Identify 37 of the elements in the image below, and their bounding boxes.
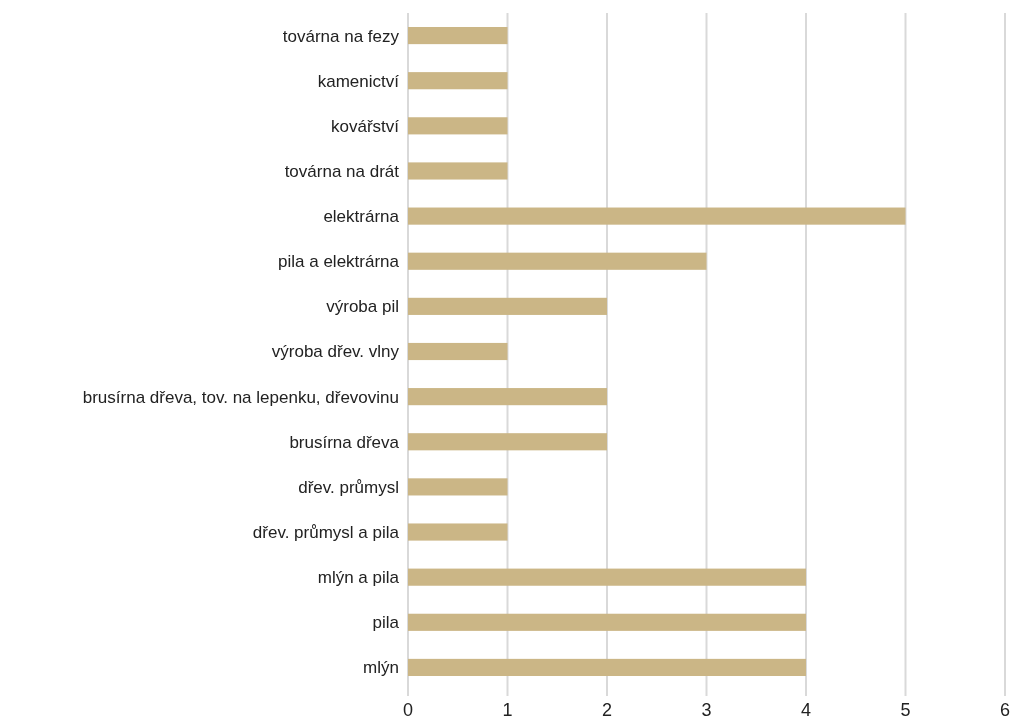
y-tick-label: elektrárna bbox=[323, 207, 400, 227]
y-tick-label: výroba dřev. vlny bbox=[271, 342, 400, 362]
y-tick-label: kovářství bbox=[330, 116, 400, 136]
x-tick-label: 6 bbox=[999, 700, 1011, 717]
y-tick-label: pila bbox=[372, 613, 400, 633]
x-tick-label: 0 bbox=[402, 700, 414, 717]
bar bbox=[408, 162, 508, 180]
bar bbox=[408, 658, 806, 677]
bar bbox=[408, 252, 707, 270]
y-tick-label: dřev. průmysl a pila bbox=[252, 522, 400, 542]
x-tick-label: 1 bbox=[502, 700, 513, 717]
y-tick-label: kamenictví bbox=[317, 71, 400, 91]
y-tick-label: výroba pil bbox=[326, 297, 399, 317]
x-tick-label: 4 bbox=[800, 700, 812, 717]
x-tick-label: 2 bbox=[601, 700, 613, 717]
bar bbox=[408, 568, 806, 586]
bar bbox=[408, 613, 806, 631]
y-tick-label: brusírna dřeva, tov. na lepenku, dřevovinu bbox=[82, 387, 399, 407]
bar bbox=[408, 388, 607, 406]
y-tick-label: mlýn bbox=[363, 658, 399, 678]
x-tick-label: 3 bbox=[701, 700, 712, 717]
bar bbox=[408, 297, 607, 315]
y-tick-label: mlýn a pila bbox=[317, 568, 400, 588]
y-tick-label: pila a elektrárna bbox=[278, 252, 400, 272]
y-tick-label: továrna na fezy bbox=[282, 26, 400, 46]
bar bbox=[408, 26, 508, 45]
bar bbox=[408, 478, 508, 496]
y-tick-label: brusírna dřeva bbox=[289, 432, 400, 452]
bar bbox=[408, 523, 508, 541]
bar bbox=[408, 72, 508, 90]
x-tick-label: 5 bbox=[900, 700, 911, 717]
bar bbox=[408, 342, 508, 361]
bar bbox=[408, 207, 906, 225]
y-tick-label: továrna na drát bbox=[284, 161, 400, 181]
bar bbox=[408, 433, 607, 451]
y-tick-label: dřev. průmysl bbox=[298, 477, 399, 497]
bar bbox=[408, 117, 508, 135]
